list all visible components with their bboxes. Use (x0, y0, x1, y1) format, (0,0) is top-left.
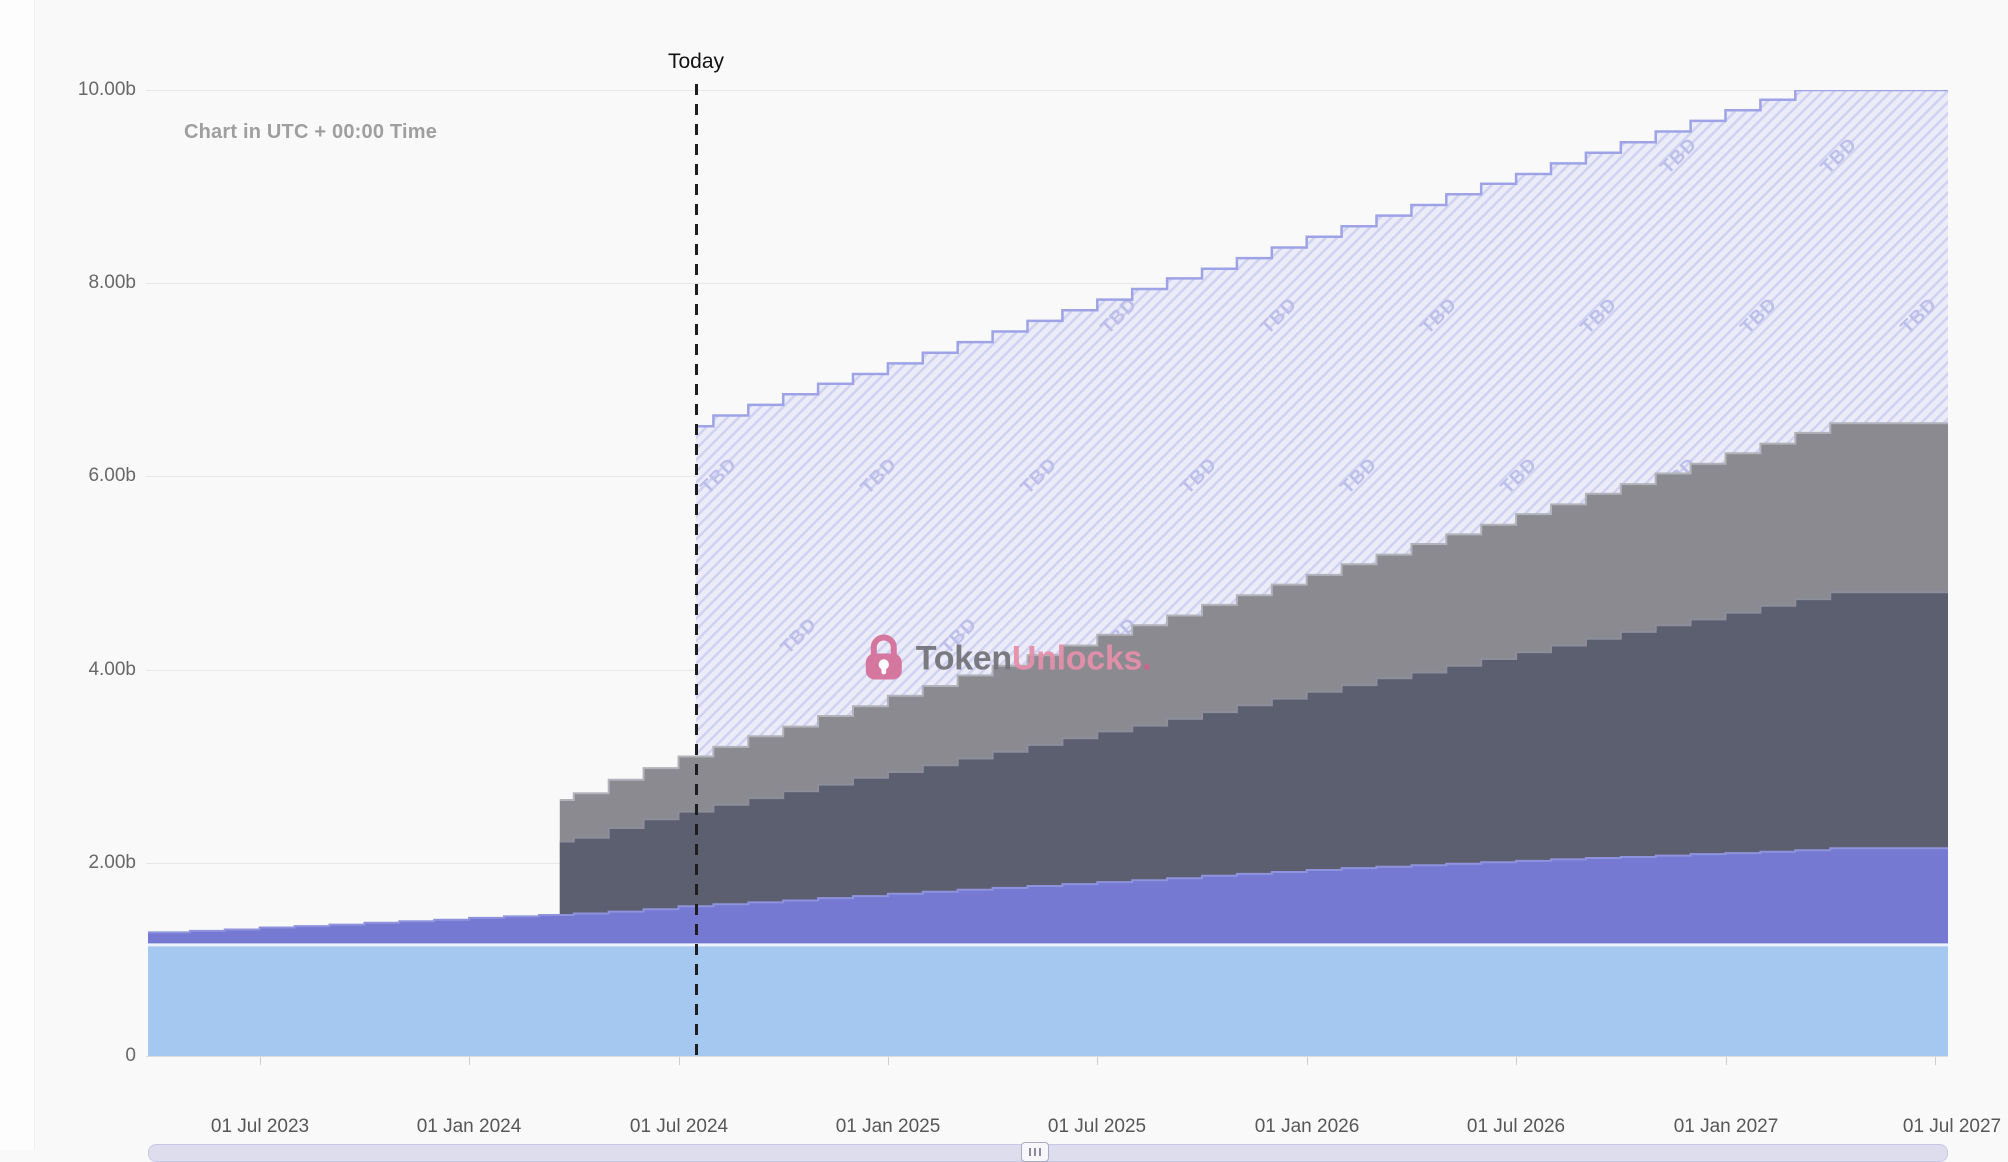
y-axis-label: 0 (125, 1045, 136, 1066)
x-axis-label: 01 Jul 2026 (1466, 1116, 1566, 1137)
x-axis-tick (1307, 1057, 1308, 1065)
area-unlocked-base[interactable] (148, 944, 1948, 1056)
tbd-watermark-text: TBD (937, 294, 982, 339)
watermark-text: TokenUnlocks. (915, 639, 1152, 679)
timeline-brush[interactable] (148, 1142, 1948, 1162)
page-left-margin (0, 0, 35, 1150)
x-axis-tick (888, 1057, 889, 1065)
x-axis-label: 01 Jul 2023 (210, 1116, 310, 1137)
x-axis-label: 01 Jan 2026 (1254, 1116, 1360, 1137)
x-axis-tick (469, 1057, 470, 1065)
today-marker-line (695, 84, 698, 1056)
x-axis-label: 01 Jan 2025 (835, 1116, 941, 1137)
today-label: Today (667, 50, 725, 73)
y-axis-label: 4.00b (88, 659, 136, 680)
step-line-future-tbd (695, 90, 1948, 428)
gridline (146, 90, 1948, 91)
chart-plot-area[interactable]: TBD TBD TBD TBD TBD TBD TBD TBD TBD TBD TBD TBD TBD T… (148, 90, 1948, 1060)
x-axis-label: 01 Jul 2024 (629, 1116, 729, 1137)
watermark-brand-light: Unlocks (1011, 639, 1143, 678)
x-axis-tick (1097, 1057, 1098, 1065)
x-axis-label: 01 Jan 2027 (1673, 1116, 1779, 1137)
lock-icon (861, 632, 907, 687)
tbd-watermark-text: TBD (1497, 134, 1542, 179)
tokenunlocks-watermark: TokenUnlocks. (861, 632, 1152, 687)
y-axis-label: 2.00b (88, 852, 136, 873)
tbd-watermark-text: TBD (697, 134, 742, 179)
utc-note: Chart in UTC + 00:00 Time (184, 121, 438, 143)
tbd-watermark-text: TBD (777, 294, 822, 339)
x-axis-tick (1516, 1057, 1517, 1065)
edge-layer-purple (148, 847, 1948, 934)
x-axis-label: 01 Jan 2024 (416, 1116, 522, 1137)
x-axis-label: 01 Jul 2025 (1047, 1116, 1147, 1137)
x-axis-tick (679, 1057, 680, 1065)
tbd-watermark-text: TBD (1177, 134, 1222, 179)
edge-layer-gray (559, 422, 1948, 801)
gridline (146, 1056, 1948, 1057)
y-axis-label: 10.00b (77, 79, 136, 100)
watermark-brand-bold: Token (915, 639, 1012, 678)
x-axis-tick (1726, 1057, 1727, 1065)
edge-layer-dark-slate (559, 591, 1948, 843)
tbd-watermark-text: TBD (1337, 134, 1382, 179)
tbd-watermark-text: TBD (1017, 134, 1062, 179)
brush-handle[interactable] (1021, 1142, 1049, 1162)
gridline (146, 283, 1948, 284)
x-axis-tick (260, 1057, 261, 1065)
tbd-watermark-text: TBD (857, 134, 902, 179)
y-axis-label: 8.00b (88, 272, 136, 293)
x-axis-tick (1935, 1057, 1936, 1065)
y-axis-label: 6.00b (88, 465, 136, 486)
x-axis-label: 01 Jul 2027 (1902, 1116, 2002, 1137)
watermark-dot: . (1142, 639, 1152, 678)
